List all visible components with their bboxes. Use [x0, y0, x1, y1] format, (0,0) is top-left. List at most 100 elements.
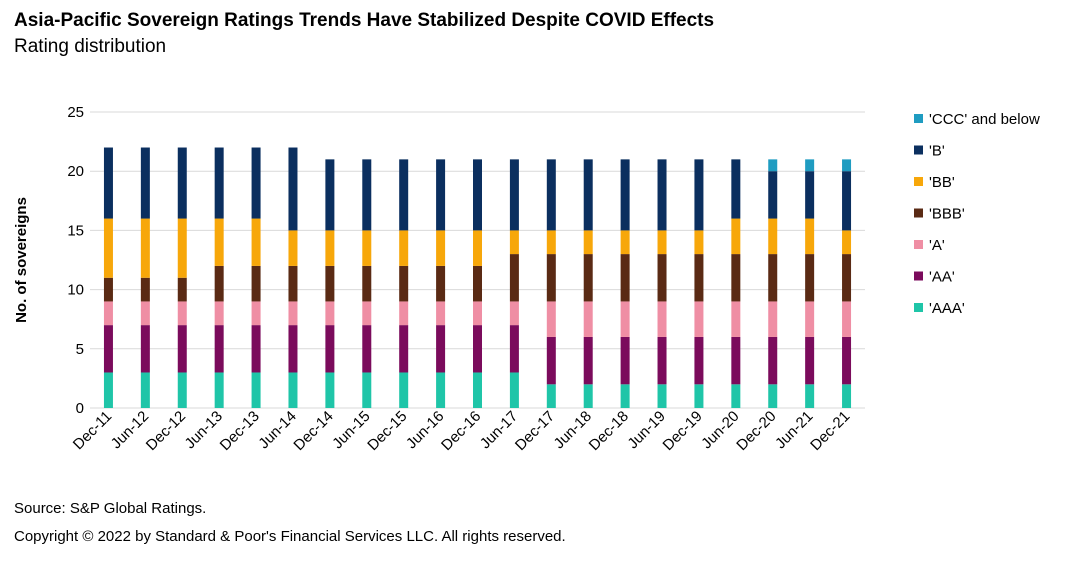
bar-segment: [288, 301, 298, 326]
bar-segment: [583, 384, 593, 408]
bar-segment: [694, 384, 704, 408]
bar-segment: [214, 372, 224, 408]
bar-segment: [509, 159, 519, 231]
bar-segment: [399, 301, 409, 326]
bar-segment: [620, 384, 630, 408]
bar-segment: [657, 254, 667, 302]
bar-segment: [251, 218, 261, 266]
bar-segment: [768, 336, 778, 385]
legend-label: 'AAA': [929, 300, 965, 317]
bar-segment: [214, 301, 224, 326]
bar-segment: [473, 159, 482, 231]
bar-segment: [509, 301, 519, 326]
x-tick-label: Dec-19: [660, 408, 706, 454]
bar-segment: [325, 230, 335, 266]
bar-segment: [620, 230, 630, 255]
bar-segment: [583, 254, 593, 302]
bar-segment: [140, 372, 150, 408]
chart-title: Asia-Pacific Sovereign Ratings Trends Ha…: [14, 10, 715, 31]
bar-segment: [842, 384, 852, 408]
legend-swatch: [914, 114, 923, 123]
x-tick-label: Dec-18: [586, 408, 632, 454]
bar-segment: [768, 171, 778, 219]
bar-segment: [694, 159, 704, 231]
bar-segment: [288, 147, 298, 231]
bar-segment: [399, 372, 409, 408]
bar-segment: [546, 230, 556, 255]
bar-segment: [509, 372, 519, 408]
bar-segment: [325, 159, 335, 231]
bar-segment: [288, 372, 298, 408]
bar-segment: [768, 218, 778, 255]
bar-segment: [805, 159, 815, 172]
bar-segment: [768, 301, 778, 337]
bar-segment: [399, 265, 409, 302]
bar-segment: [657, 301, 667, 337]
bar-segment: [251, 372, 261, 408]
bar-segment: [103, 277, 113, 302]
x-tick-label: Dec-15: [364, 408, 410, 454]
bar-segment: [140, 277, 150, 302]
bar-segment: [251, 325, 261, 373]
y-tick-label: 15: [67, 222, 84, 239]
bar-segment: [842, 336, 852, 385]
legend-swatch: [914, 208, 923, 218]
bar-segment: [140, 218, 150, 278]
x-tick-label: Dec-12: [143, 408, 189, 454]
bar-segment: [805, 336, 815, 385]
bar-segment: [805, 218, 815, 255]
bar-segment: [731, 384, 741, 408]
bar-segment: [288, 230, 298, 266]
x-tick-label: Dec-16: [438, 408, 484, 454]
bar-segment: [805, 254, 815, 302]
bar-segment: [657, 230, 667, 255]
bar-segment: [657, 336, 667, 385]
bar-segment: [805, 171, 815, 219]
bar-segment: [842, 254, 852, 302]
x-tick-label: Dec-20: [733, 408, 779, 454]
bar-segment: [177, 147, 187, 219]
legend-swatch: [914, 271, 923, 281]
x-tick-label: Dec-13: [217, 408, 263, 454]
bar-segment: [731, 336, 741, 385]
bar-segment: [620, 301, 630, 337]
bar-segment: [473, 301, 482, 326]
bar-segment: [436, 301, 446, 326]
bar-segment: [288, 265, 298, 302]
bar-segment: [103, 325, 113, 373]
bar-segment: [177, 372, 187, 408]
source-note: Source: S&P Global Ratings.: [14, 500, 207, 517]
bar-segment: [251, 301, 261, 326]
bar-segment: [694, 301, 704, 337]
bar-segment: [473, 372, 482, 408]
bar-segment: [546, 336, 556, 385]
bar-segment: [436, 230, 446, 266]
bar-segment: [399, 230, 409, 266]
bar-segment: [214, 147, 224, 219]
bar-segment: [583, 301, 593, 337]
bar-segment: [842, 159, 852, 172]
bar-segment: [473, 230, 482, 266]
chart-subtitle: Rating distribution: [14, 36, 167, 57]
copyright-note: Copyright © 2022 by Standard & Poor's Fi…: [14, 528, 566, 545]
y-tick-label: 0: [76, 400, 84, 417]
legend-label: 'BBB': [929, 206, 965, 223]
bar-segment: [177, 277, 187, 302]
bar-segment: [583, 230, 593, 255]
bar-segment: [731, 254, 741, 302]
y-tick-label: 10: [67, 282, 84, 299]
bar-segment: [731, 301, 741, 337]
legend-label: 'AA': [929, 269, 955, 286]
bar-segment: [214, 218, 224, 266]
bar-segment: [362, 301, 372, 326]
bar-segment: [177, 301, 187, 326]
legend-label: 'CCC' and below: [929, 111, 1040, 128]
bar-segment: [805, 301, 815, 337]
bar-segment: [399, 325, 409, 373]
bar-segment: [657, 159, 667, 231]
bar-segment: [768, 254, 778, 302]
legend-swatch: [914, 240, 923, 249]
bar-segment: [546, 384, 556, 408]
bar-segment: [509, 230, 519, 255]
